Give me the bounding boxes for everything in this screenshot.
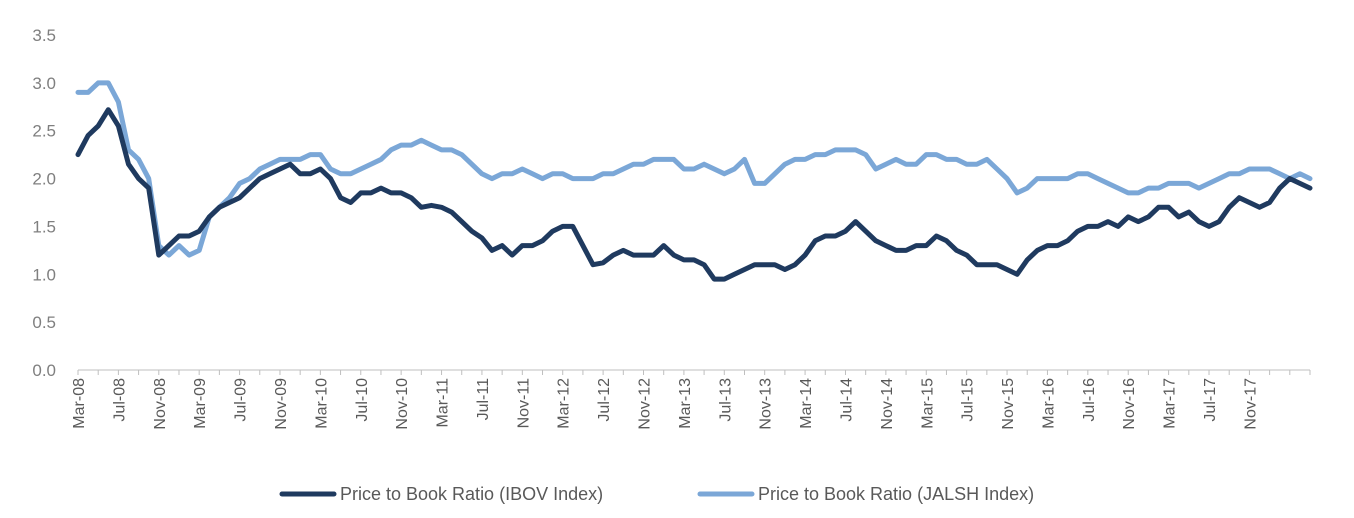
plot-area (75, 80, 1313, 282)
x-tick-label: Mar-12 (556, 378, 573, 429)
x-tick-label: Mar-17 (1162, 378, 1179, 429)
y-tick-label: 1.0 (32, 265, 56, 284)
x-tick-label: Mar-11 (435, 378, 452, 428)
series-line-jalsh (75, 80, 1313, 258)
x-tick-label: Nov-11 (515, 378, 532, 428)
x-axis (77, 369, 1311, 375)
y-tick-label: 0.5 (32, 313, 56, 332)
x-tick-label: Nov-09 (273, 378, 290, 430)
y-tick-label: 2.5 (32, 122, 56, 141)
x-tick-label: Nov-17 (1242, 378, 1259, 430)
y-tick-label: 3.5 (32, 26, 56, 45)
legend-label-ibov: Price to Book Ratio (IBOV Index) (340, 484, 603, 504)
x-tick-label: Mar-09 (192, 378, 209, 429)
x-tick-label: Jul-15 (960, 378, 977, 422)
x-tick-label: Nov-13 (758, 378, 775, 430)
x-tick-label: Jul-11 (475, 378, 492, 420)
x-tick-label: Mar-10 (313, 378, 330, 429)
x-tick-label: Nov-14 (879, 378, 896, 430)
x-tick-label: Mar-15 (919, 378, 936, 429)
legend-label-jalsh: Price to Book Ratio (JALSH Index) (758, 484, 1034, 504)
x-tick-label: Mar-13 (677, 378, 694, 429)
x-tick-label: Nov-08 (152, 378, 169, 430)
y-tick-label: 2.0 (32, 170, 56, 189)
x-tick-label: Jul-09 (233, 378, 250, 422)
x-tick-label: Jul-10 (354, 378, 371, 422)
y-tick-label: 0.0 (32, 361, 56, 380)
x-axis-tick-labels: Mar-08 Jul-08 Nov-08 Mar-09 Jul-09 Nov-09 Mar-… (71, 378, 1259, 430)
x-tick-label: Mar-14 (798, 378, 815, 429)
y-tick-label: 1.5 (32, 217, 56, 236)
x-tick-label: Mar-16 (1040, 378, 1057, 429)
x-tick-label: Nov-10 (394, 378, 411, 430)
x-tick-label: Nov-16 (1121, 378, 1138, 430)
x-tick-label: Jul-08 (111, 378, 128, 422)
x-tick-label: Mar-08 (71, 378, 88, 429)
x-tick-label: Jul-12 (596, 378, 613, 422)
series-line-ibov (75, 107, 1313, 282)
y-tick-label: 3.0 (32, 74, 56, 93)
legend: Price to Book Ratio (IBOV Index) Price to… (279, 484, 1034, 504)
x-tick-label: Jul-14 (838, 378, 855, 422)
x-tick-label: Jul-17 (1202, 378, 1219, 422)
x-tick-label: Nov-12 (637, 378, 654, 430)
x-tick-label: Jul-13 (717, 378, 734, 422)
x-tick-label: Nov-15 (1000, 378, 1017, 430)
x-tick-label: Jul-16 (1081, 378, 1098, 422)
y-axis-tick-labels: 0.0 0.5 1.0 1.5 2.0 2.5 3.0 3.5 (32, 26, 56, 380)
